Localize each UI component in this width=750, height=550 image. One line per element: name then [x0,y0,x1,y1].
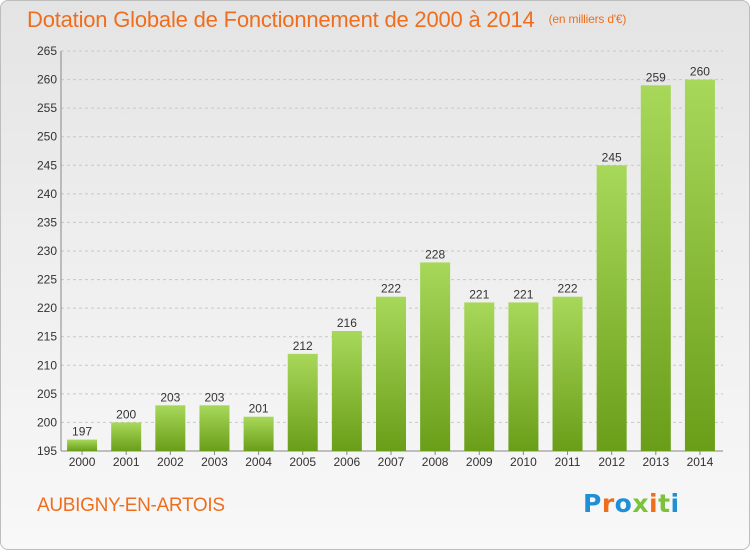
x-tick-label: 2010 [510,455,537,469]
data-label: 203 [160,390,180,404]
y-tick-label: 195 [37,444,57,458]
logo-letter: t [658,489,671,518]
x-tick-label: 2004 [245,455,272,469]
x-tick-label: 2008 [422,455,449,469]
y-tick-label: 205 [37,387,57,401]
y-tick-label: 220 [37,301,57,315]
x-tick-label: 2012 [598,455,625,469]
x-tick-label: 2009 [466,455,493,469]
x-tick-label: 2006 [334,455,361,469]
data-label: 222 [558,282,578,296]
data-label: 216 [337,316,357,330]
x-tick-label: 2013 [642,455,669,469]
y-tick-label: 265 [37,44,57,58]
bar [376,296,406,451]
bar [596,165,627,452]
proxiti-logo: Proxiti [583,489,680,518]
y-tick-label: 210 [37,358,57,372]
y-tick-label: 215 [37,330,57,344]
x-tick-label: 2007 [378,455,405,469]
data-label: 221 [513,287,533,301]
chart-title: Dotation Globale de Fonctionnement de 20… [27,7,626,33]
x-tick-label: 2014 [687,455,714,469]
y-tick-label: 250 [37,130,57,144]
logo-letter: o [614,489,633,518]
y-tick-label: 200 [37,415,57,429]
logo-letter: i [670,489,680,518]
logo-letter: x [632,489,649,518]
bar [155,405,186,451]
chart-title-text: Dotation Globale de Fonctionnement de 20… [27,7,535,32]
bar [199,405,230,451]
bar [243,416,274,451]
data-label: 212 [293,339,313,353]
data-label: 260 [690,65,710,79]
bar [287,353,318,451]
data-label: 201 [249,402,269,416]
data-label: 200 [116,407,136,421]
bar [640,85,671,452]
data-label: 245 [602,150,622,164]
chart-unit: (en milliers d'€) [548,12,627,26]
y-tick-label: 225 [37,273,57,287]
x-tick-label: 2001 [113,455,140,469]
data-label: 222 [381,282,401,296]
logo-letter: r [601,489,615,518]
bar [508,302,539,451]
y-tick-label: 260 [37,73,57,87]
x-tick-label: 2000 [69,455,96,469]
y-tick-label: 230 [37,244,57,258]
y-tick-label: 240 [37,187,57,201]
logo-letter: P [583,489,602,518]
x-tick-label: 2011 [555,455,581,469]
data-label: 221 [469,287,489,301]
bar [552,296,583,451]
data-label: 203 [204,390,224,404]
bar [420,262,451,451]
bar [464,302,495,451]
x-tick-label: 2002 [157,455,184,469]
commune-name: AUBIGNY-EN-ARTOIS [37,495,225,516]
x-tick-label: 2003 [201,455,228,469]
bar [111,422,142,451]
bar [67,439,98,451]
bar [331,331,362,451]
bar [684,79,715,452]
data-label: 259 [646,70,666,84]
x-tick-label: 2005 [289,455,316,469]
y-tick-label: 245 [37,158,57,172]
y-tick-label: 235 [37,215,57,229]
y-tick-label: 255 [37,101,57,115]
data-label: 197 [72,425,92,439]
data-label: 228 [425,247,445,261]
logo-letter: i [649,489,659,518]
